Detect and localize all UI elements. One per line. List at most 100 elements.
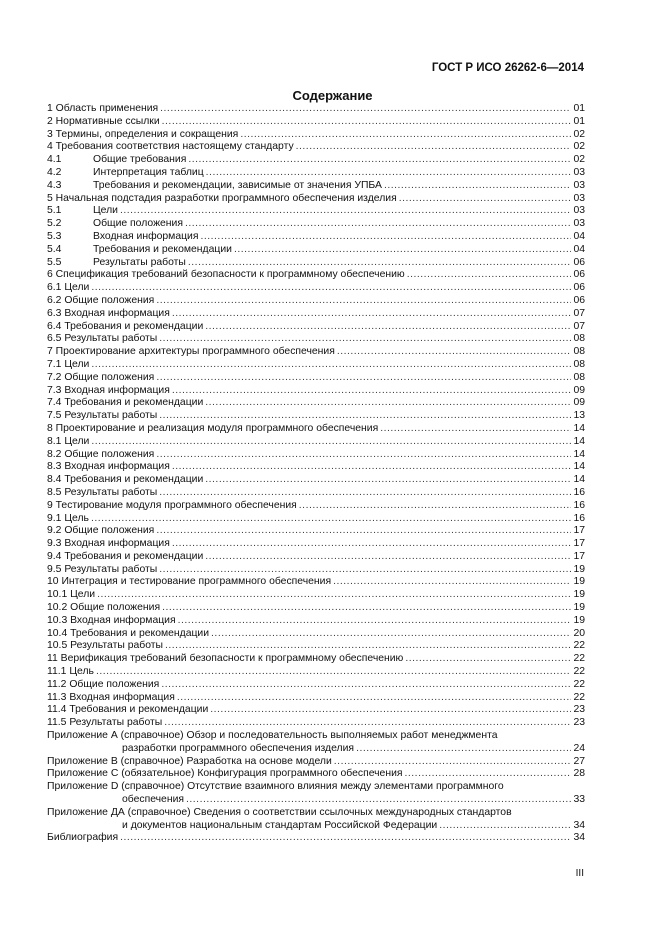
toc-entry[interactable]: 8.2 Общие положения 14 <box>47 449 585 462</box>
toc-entry[interactable]: 8 Проектирование и реализация модуля про… <box>47 423 585 436</box>
toc-entry[interactable]: 11.5 Результаты работы 23 <box>47 717 585 730</box>
dot-leader <box>156 525 571 538</box>
toc-entry[interactable]: 8.1 Цели 14 <box>47 436 585 449</box>
toc-entry[interactable]: 11.4 Требования и рекомендации 23 <box>47 704 585 717</box>
toc-entry[interactable]: 10.2 Общие положения 19 <box>47 602 585 615</box>
toc-entry-title: Приложение А (справочное) Обзор и послед… <box>47 730 498 742</box>
toc-entry-continuation[interactable]: разработки программного обеспечения изде… <box>47 743 585 756</box>
toc-entry[interactable]: 5.2 Общие положения 03 <box>47 218 585 231</box>
dot-leader <box>160 103 571 116</box>
dot-leader <box>91 513 572 526</box>
toc-entry[interactable]: 5.3 Входная информация 04 <box>47 231 585 244</box>
dot-leader <box>172 538 572 551</box>
toc-entry[interactable]: 8.3 Входная информация 14 <box>47 461 585 474</box>
toc-entry-title: 9.3 Входная информация <box>47 538 170 550</box>
toc-entry-number: 5.2 <box>47 218 62 230</box>
toc-entry[interactable]: 8.5 Результаты работы 16 <box>47 487 585 500</box>
toc-entry-title: 7 Проектирование архитектуры программног… <box>47 346 335 358</box>
toc-entry[interactable]: 10.5 Результаты работы 22 <box>47 640 585 653</box>
toc-entry-page: 22 <box>573 678 585 690</box>
toc-entry[interactable]: 9.3 Входная информация 17 <box>47 538 585 551</box>
toc-entry[interactable]: 2 Нормативные ссылки 01 <box>47 116 585 129</box>
dot-leader <box>159 410 571 423</box>
toc-entry-page: 01 <box>573 115 585 127</box>
toc-entry[interactable]: 9.5 Результаты работы 19 <box>47 564 585 577</box>
toc-entry[interactable]: 9.2 Общие положения 17 <box>47 525 585 538</box>
toc-entry[interactable]: 7 Проектирование архитектуры программног… <box>47 346 585 359</box>
toc-entry[interactable]: Приложение D (справочное) Отсутствие вза… <box>47 781 585 794</box>
toc-entry-title: Приложение С (обязательное) Конфигурация… <box>47 768 403 780</box>
toc-entry-title-continuation: и документов национальным стандартам Рос… <box>122 819 438 831</box>
toc-entry[interactable]: 11 Верификация требований безопасности к… <box>47 653 585 666</box>
toc-entry[interactable]: 5.4 Требования и рекомендации 04 <box>47 244 585 257</box>
toc-entry-title-continuation: разработки программного обеспечения изде… <box>122 742 355 754</box>
toc-entry[interactable]: 4.1 Общие требования 02 <box>47 154 585 167</box>
toc-entry[interactable]: 6.5 Результаты работы 08 <box>47 333 585 346</box>
toc-entry-page: 22 <box>573 653 585 665</box>
toc-entry[interactable]: 10.4 Требования и рекомендации 20 <box>47 628 585 641</box>
toc-entry-page: 02 <box>573 128 585 140</box>
toc-entry-page: 34 <box>573 832 585 844</box>
toc-entry[interactable]: Библиография 34 <box>47 832 585 845</box>
dot-leader <box>91 359 571 372</box>
toc-entry[interactable]: 1 Область применения 01 <box>47 103 585 116</box>
toc-entry-title: 6 Спецификация требований безопасности к… <box>47 269 405 281</box>
toc-entry[interactable]: 7.5 Результаты работы 13 <box>47 410 585 423</box>
toc-entry-number: 4.2 <box>47 166 62 178</box>
toc-entry-number: 5.5 <box>47 256 62 268</box>
toc-entry[interactable]: 10 Интеграция и тестирование программног… <box>47 576 585 589</box>
toc-entry[interactable]: 9.1 Цель 16 <box>47 513 585 526</box>
toc-entry[interactable]: 9.4 Требования и рекомендации 17 <box>47 551 585 564</box>
toc-entry-page: 08 <box>573 358 585 370</box>
toc-entry[interactable]: 5.5 Результаты работы 06 <box>47 257 585 270</box>
toc-entry[interactable]: 11.3 Входная информация 22 <box>47 692 585 705</box>
toc-entry[interactable]: 7.3 Входная информация 09 <box>47 385 585 398</box>
toc-entry-continuation[interactable]: и документов национальным стандартам Рос… <box>47 820 585 833</box>
toc-entry[interactable]: 6.1 Цели 06 <box>47 282 585 295</box>
toc-entry[interactable]: 7.2 Общие положения 08 <box>47 372 585 385</box>
toc-entry-page: 09 <box>573 397 585 409</box>
dot-leader <box>120 205 571 218</box>
dot-leader <box>211 628 571 641</box>
toc-entry[interactable]: Приложение В (справочное) Разработка на … <box>47 756 585 769</box>
toc-entry[interactable]: 4.2 Интерпретация таблиц 03 <box>47 167 585 180</box>
toc-entry[interactable]: 11.1 Цель 22 <box>47 666 585 679</box>
dot-leader <box>96 666 572 679</box>
toc-entry[interactable]: 6.3 Входная информация 07 <box>47 308 585 321</box>
toc-entry[interactable]: 7.1 Цели 08 <box>47 359 585 372</box>
toc-entry-title: 7.5 Результаты работы <box>47 410 158 422</box>
toc-entry-page: 19 <box>573 614 585 626</box>
toc-entry-page: 24 <box>573 742 585 754</box>
toc-entry[interactable]: 11.2 Общие положения 22 <box>47 679 585 692</box>
toc-entry[interactable]: 9 Тестирование модуля программного обесп… <box>47 500 585 513</box>
toc-entry-title: 10.1 Цели <box>47 589 96 601</box>
toc-entry-title: 8.4 Требования и рекомендации <box>47 474 204 486</box>
toc-entry-continuation[interactable]: обеспечения 33 <box>47 794 585 807</box>
toc-entry[interactable]: 4 Требования соответствия настоящему ста… <box>47 141 585 154</box>
toc-entry[interactable]: 5.1 Цели 03 <box>47 205 585 218</box>
toc-entry[interactable]: 7.4 Требования и рекомендации 09 <box>47 397 585 410</box>
dot-leader <box>162 116 572 129</box>
toc-entry[interactable]: 8.4 Требования и рекомендации 14 <box>47 474 585 487</box>
toc-entry[interactable]: 3 Термины, определения и сокращения 02 <box>47 129 585 142</box>
toc-entry[interactable]: 6.4 Требования и рекомендации 07 <box>47 321 585 334</box>
toc-entry[interactable]: 4.3 Требования и рекомендации, зависимые … <box>47 180 585 193</box>
toc-entry[interactable]: Приложение С (обязательное) Конфигурация… <box>47 768 585 781</box>
toc-entry[interactable]: Приложение ДА (справочное) Сведения о со… <box>47 807 585 820</box>
dot-leader <box>177 692 572 705</box>
toc-entry-page: 17 <box>573 550 585 562</box>
toc-entry-title: 9.2 Общие положения <box>47 525 155 537</box>
dot-leader <box>156 449 571 462</box>
toc-entry[interactable]: 5 Начальная подстадия разработки програм… <box>47 193 585 206</box>
toc-entry-number: 5.1 <box>47 205 62 217</box>
toc-entry[interactable]: 6.2 Общие положения 06 <box>47 295 585 308</box>
toc-entry-title: 6.5 Результаты работы <box>47 333 158 345</box>
toc-entry[interactable]: Приложение А (справочное) Обзор и послед… <box>47 730 585 743</box>
dot-leader <box>240 129 571 142</box>
toc-entry[interactable]: 10.3 Входная информация 19 <box>47 615 585 628</box>
toc-entry-title: Общие требования <box>93 154 187 166</box>
dot-leader <box>299 500 572 513</box>
toc-entry[interactable]: 6 Спецификация требований безопасности к… <box>47 269 585 282</box>
toc-entry[interactable]: 10.1 Цели 19 <box>47 589 585 602</box>
toc-entry-title: 7.4 Требования и рекомендации <box>47 397 204 409</box>
